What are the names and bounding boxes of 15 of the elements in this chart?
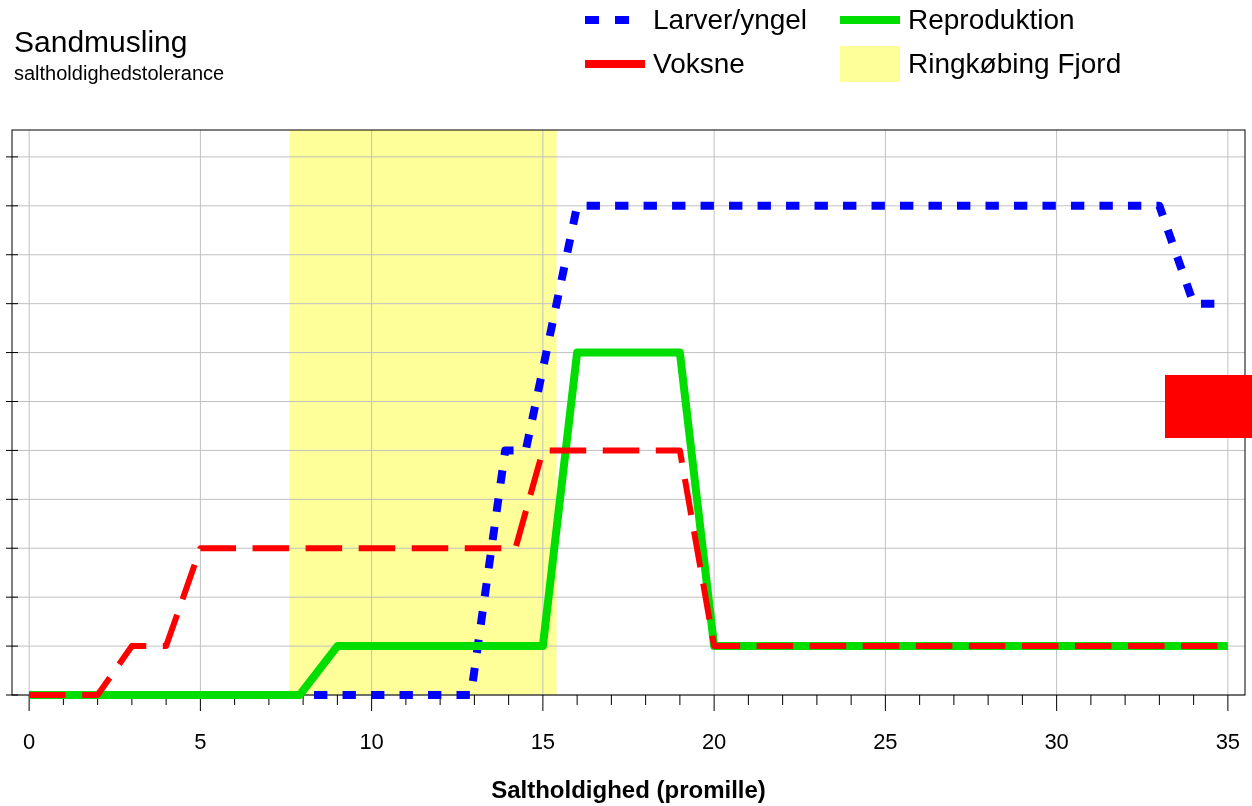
x-tick-label: 30 bbox=[1044, 729, 1069, 754]
legend-label: Ringkøbing Fjord bbox=[908, 48, 1122, 79]
x-tick-label: 35 bbox=[1215, 729, 1241, 754]
x-tick-label: 20 bbox=[701, 729, 727, 754]
legend-label: Voksne bbox=[653, 48, 745, 79]
x-tick-label: 10 bbox=[359, 729, 384, 754]
chart-subtitle: saltholdighedstolerance bbox=[14, 62, 225, 84]
legend-label: Larver/yngel bbox=[653, 4, 808, 35]
legend-label: Reproduktion bbox=[908, 4, 1075, 35]
x-tick-label: 5 bbox=[194, 729, 207, 754]
x-tick-label: 25 bbox=[873, 729, 898, 754]
x-axis-title: Saltholdighed (promille) bbox=[491, 776, 766, 803]
x-tick-label: 15 bbox=[530, 729, 556, 754]
x-tick-label: 0 bbox=[23, 729, 36, 754]
chart-title: Sandmusling bbox=[14, 25, 188, 58]
